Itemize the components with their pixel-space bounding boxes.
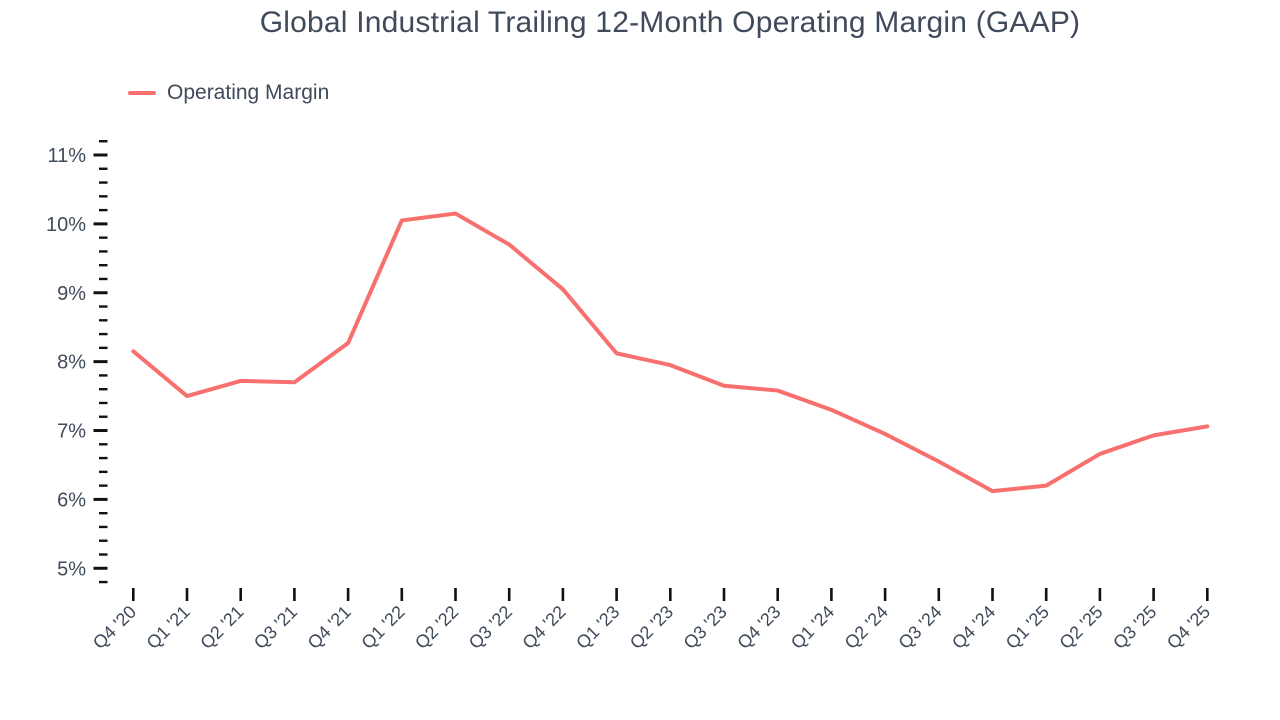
y-axis-label: 6% bbox=[57, 489, 86, 511]
x-axis-label: Q4 '22 bbox=[518, 602, 569, 653]
x-axis-label: Q1 '22 bbox=[357, 602, 408, 653]
y-axis-label: 5% bbox=[57, 558, 86, 580]
y-axis-label: 11% bbox=[47, 145, 86, 167]
x-axis-label: Q4 '23 bbox=[733, 602, 784, 653]
y-axis-label: 7% bbox=[57, 421, 86, 443]
chart-title: Global Industrial Trailing 12-Month Oper… bbox=[259, 6, 1081, 39]
y-axis-label: 10% bbox=[46, 214, 86, 236]
y-axis-label: 9% bbox=[57, 283, 86, 305]
x-axis-label: Q3 '23 bbox=[680, 602, 731, 653]
x-axis-label: Q1 '21 bbox=[143, 602, 194, 653]
x-axis-label: Q3 '21 bbox=[250, 602, 301, 653]
x-axis-label: Q2 '22 bbox=[411, 602, 462, 653]
x-axis-label: Q4 '21 bbox=[304, 602, 355, 653]
x-axis-label: Q2 '21 bbox=[196, 602, 247, 653]
legend-label: Operating Margin bbox=[167, 81, 330, 104]
x-axis-label: Q2 '24 bbox=[841, 602, 892, 653]
x-axis-label: Q3 '22 bbox=[465, 602, 516, 653]
y-axis-label: 8% bbox=[57, 352, 86, 374]
x-axis-label: Q4 '25 bbox=[1163, 602, 1214, 653]
series-line-operating-margin bbox=[131, 211, 1210, 494]
legend: Operating Margin bbox=[128, 81, 329, 105]
x-axis-label: Q1 '23 bbox=[572, 602, 623, 653]
x-axis-label: Q4 '24 bbox=[948, 602, 999, 653]
x-axis-label: Q4 '20 bbox=[89, 602, 140, 653]
x-axis-label: Q2 '23 bbox=[626, 602, 677, 653]
x-axis-label: Q3 '25 bbox=[1109, 602, 1160, 653]
legend-line-swatch-icon bbox=[128, 91, 156, 95]
x-axis-label: Q1 '24 bbox=[787, 602, 838, 653]
x-axis-label: Q2 '25 bbox=[1055, 602, 1106, 653]
x-axis-label: Q1 '25 bbox=[1002, 602, 1053, 653]
x-axis-label: Q3 '24 bbox=[894, 602, 945, 653]
